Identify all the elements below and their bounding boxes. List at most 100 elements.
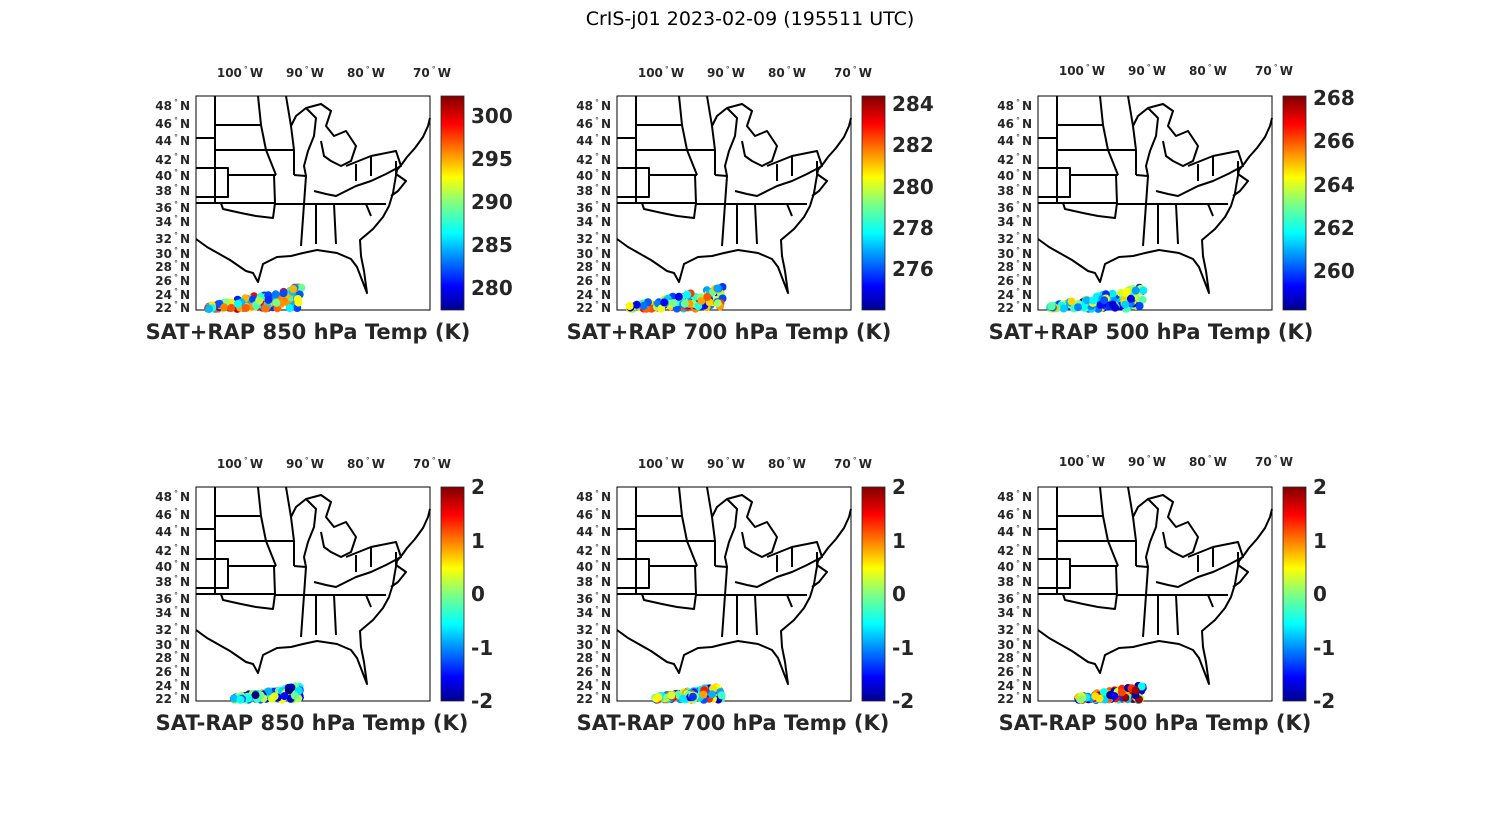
latitude-tick-label: 28 ° N — [565, 259, 611, 274]
degree-symbol: ° — [1015, 507, 1020, 516]
degree-symbol: ° — [594, 98, 599, 107]
colorbar-tick-label: -1 — [471, 635, 494, 660]
degree-symbol: ° — [594, 605, 599, 614]
degree-symbol: ° — [173, 507, 178, 516]
degree-symbol: ° — [173, 259, 178, 268]
data-point — [1082, 296, 1091, 305]
lat-value: 34 — [997, 215, 1014, 229]
lat-value: 40 — [997, 560, 1014, 574]
degree-symbol: ° — [173, 98, 178, 107]
lon-value: 80 — [1189, 64, 1206, 78]
lat-value: 36 — [576, 201, 593, 215]
longitude-tick-label: 80 ° W — [347, 65, 385, 80]
degree-symbol: ° — [1146, 63, 1151, 72]
latitude-tick-label: 30 ° N — [144, 246, 190, 261]
lat-suffix: N — [600, 638, 611, 652]
degree-symbol: ° — [173, 605, 178, 614]
lat-suffix: N — [1021, 490, 1032, 504]
lat-value: 30 — [155, 247, 172, 261]
latitude-tick-label: 44 ° N — [144, 133, 190, 148]
latitude-tick-label: 46 ° N — [565, 116, 611, 131]
lat-value: 44 — [997, 525, 1014, 539]
lat-suffix: N — [179, 232, 190, 246]
data-point — [625, 302, 634, 310]
lat-suffix: N — [179, 560, 190, 574]
degree-symbol: ° — [1015, 300, 1020, 309]
lat-suffix: N — [600, 184, 611, 198]
degree-symbol: ° — [1015, 133, 1020, 142]
lat-value: 46 — [155, 508, 172, 522]
latitude-tick-label: 38 ° N — [986, 574, 1032, 589]
latitude-tick-label: 42 ° N — [144, 543, 190, 558]
degree-symbol: ° — [594, 133, 599, 142]
lat-value: 38 — [997, 575, 1014, 589]
data-point — [264, 687, 273, 696]
lon-suffix: W — [437, 66, 451, 80]
lat-value: 28 — [997, 260, 1014, 274]
data-point — [680, 299, 689, 308]
lat-suffix: N — [1021, 134, 1032, 148]
lon-suffix: W — [249, 66, 264, 80]
lat-suffix: N — [600, 665, 611, 679]
data-point — [205, 305, 214, 313]
longitude-tick-label: 100 ° W — [217, 456, 263, 471]
degree-symbol: ° — [173, 691, 178, 700]
lon-suffix: W — [731, 457, 745, 471]
degree-symbol: ° — [1015, 664, 1020, 673]
colorbar-tick-label: 0 — [892, 582, 906, 606]
longitude-tick-label: 70 ° W — [1255, 63, 1293, 78]
data-point — [1074, 303, 1082, 312]
lat-suffix: N — [179, 134, 190, 148]
data-point — [1138, 295, 1147, 304]
lat-suffix: N — [600, 490, 611, 504]
lon-value: 100 — [1058, 455, 1084, 469]
degree-symbol: ° — [173, 664, 178, 673]
latitude-tick-label: 26 ° N — [144, 664, 190, 679]
latitude-tick-label: 40 ° N — [144, 168, 190, 183]
lon-suffix: W — [371, 66, 385, 80]
degree-symbol: ° — [173, 116, 178, 125]
degree-symbol: ° — [173, 489, 178, 498]
lat-value: 32 — [997, 232, 1014, 246]
data-point — [639, 301, 648, 310]
lon-value: 80 — [768, 66, 785, 80]
degree-symbol: ° — [852, 65, 857, 74]
data-point — [236, 695, 245, 704]
data-point — [1135, 302, 1144, 310]
data-point — [233, 299, 242, 308]
degree-symbol: ° — [173, 231, 178, 240]
lat-value: 28 — [576, 651, 593, 665]
longitude-tick-label: 100 ° W — [638, 456, 684, 471]
latitude-tick-label: 26 ° N — [144, 273, 190, 288]
lon-suffix: W — [310, 66, 324, 80]
lon-suffix: W — [670, 457, 685, 471]
lat-suffix: N — [1021, 117, 1032, 131]
data-point — [1089, 296, 1098, 305]
degree-symbol: ° — [1015, 168, 1020, 177]
lat-value: 30 — [997, 247, 1014, 261]
latitude-tick-label: 36 ° N — [986, 200, 1032, 215]
colorbar-tick-label: 295 — [471, 146, 513, 171]
lat-suffix: N — [600, 169, 611, 183]
longitude-tick-label: 100 ° W — [217, 65, 263, 80]
data-point — [279, 289, 288, 298]
data-point — [261, 304, 270, 313]
lat-suffix: N — [179, 544, 190, 558]
lat-suffix: N — [600, 215, 611, 229]
degree-symbol: ° — [1015, 524, 1020, 533]
lat-suffix: N — [600, 99, 611, 113]
lon-suffix: W — [371, 457, 385, 471]
degree-symbol: ° — [173, 300, 178, 309]
lon-suffix: W — [1152, 64, 1166, 78]
latitude-tick-label: 28 ° N — [986, 650, 1032, 665]
lat-value: 40 — [997, 169, 1014, 183]
lat-value: 40 — [155, 560, 172, 574]
lat-suffix: N — [179, 169, 190, 183]
degree-symbol: ° — [594, 214, 599, 223]
lat-suffix: N — [179, 665, 190, 679]
data-point — [1100, 688, 1108, 697]
latitude-tick-label: 32 ° N — [986, 231, 1032, 246]
colorbar-tick-label: 282 — [892, 133, 934, 158]
latitude-tick-label: 28 ° N — [986, 259, 1032, 274]
degree-symbol: ° — [1015, 574, 1020, 583]
